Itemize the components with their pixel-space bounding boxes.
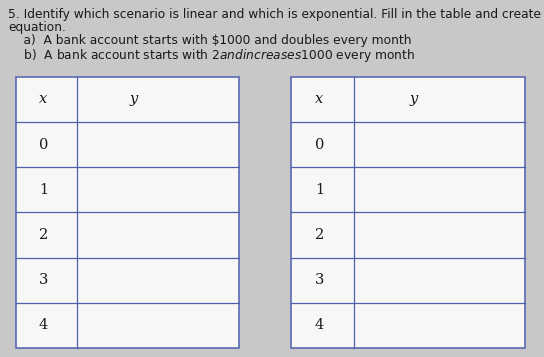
Text: 1: 1	[315, 183, 324, 197]
Text: 0: 0	[39, 137, 48, 152]
Text: 1: 1	[39, 183, 48, 197]
Text: y: y	[129, 92, 138, 106]
Text: 3: 3	[315, 273, 324, 287]
Text: x: x	[316, 92, 324, 106]
Text: 4: 4	[39, 318, 48, 332]
Text: 5. Identify which scenario is linear and which is exponential. Fill in the table: 5. Identify which scenario is linear and…	[8, 8, 544, 21]
Text: 2: 2	[315, 228, 324, 242]
Text: equation.: equation.	[8, 21, 66, 34]
Bar	[16, 77, 239, 348]
Text: 4: 4	[315, 318, 324, 332]
Text: b)  A bank account starts with $2 and increases $1000 every month: b) A bank account starts with $2 and inc…	[8, 47, 415, 64]
Text: x: x	[39, 92, 47, 106]
Text: 3: 3	[39, 273, 48, 287]
Bar	[291, 77, 525, 348]
Text: y: y	[410, 92, 418, 106]
Text: 2: 2	[39, 228, 48, 242]
Text: a)  A bank account starts with $1000 and doubles every month: a) A bank account starts with $1000 and …	[8, 34, 412, 46]
Text: 0: 0	[315, 137, 324, 152]
